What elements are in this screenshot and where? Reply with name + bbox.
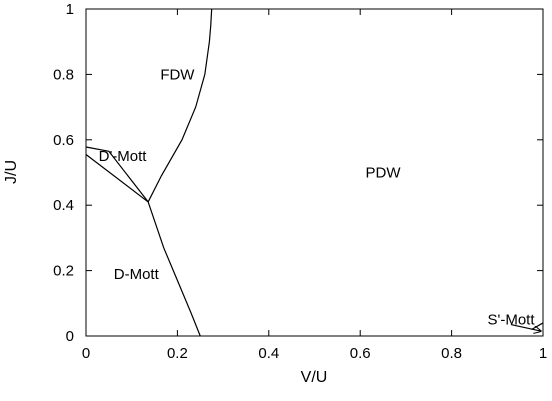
y-tick-label: 1 [66,1,74,18]
x-tick-label: 0.2 [167,345,188,362]
phase-boundaries [85,8,544,337]
x-tick-label: 0.4 [258,345,279,362]
y-axis-title: J/U [3,160,20,184]
y-tick-label: 0.8 [53,66,74,83]
phase-labels: FDW D'-Mott PDW D-Mott S'-Mott [99,66,536,328]
x-tick-label: 0.8 [441,345,462,362]
plot-frame [85,8,544,337]
tick-labels: 0 0.2 0.4 0.6 0.8 1 0 0.2 0.4 0.6 0.8 1 [53,1,547,362]
phase-label: D-Mott [114,266,160,283]
phase-label: D'-Mott [99,148,148,165]
x-tick-label: 1 [539,345,547,362]
y-tick-label: 0 [66,328,74,345]
annotation-arrow [510,323,541,332]
phase-boundary-line-1 [147,8,213,203]
x-axis-title: V/U [301,369,328,386]
phase-boundary-line-4 [85,146,149,203]
y-tick-label: 0.4 [53,197,74,214]
phase-label: FDW [160,66,195,83]
x-tick-label: 0 [82,345,90,362]
phase-boundary-line-3 [85,154,149,203]
axis-ticks [85,8,544,337]
phase-label: S'-Mott [487,312,535,329]
y-tick-label: 0.2 [53,263,74,280]
phase-boundary-line-2 [147,201,201,337]
y-tick-label: 0.6 [53,132,74,149]
phase-label: PDW [366,165,402,182]
x-tick-label: 0.6 [350,345,371,362]
